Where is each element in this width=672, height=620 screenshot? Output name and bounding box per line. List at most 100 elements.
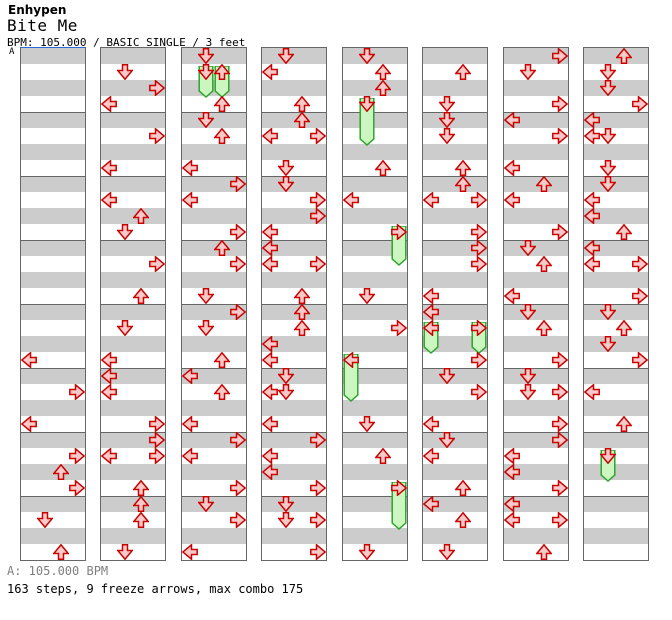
beat-stripe — [343, 112, 407, 128]
arrow-left-icon — [182, 544, 198, 560]
arrow-down-icon — [37, 512, 53, 528]
beat-stripe — [182, 272, 246, 288]
arrow-down-icon — [520, 240, 536, 256]
arrow-left-icon — [262, 352, 278, 368]
arrow-down-icon — [117, 544, 133, 560]
beat-stripe — [423, 304, 487, 320]
arrow-left-icon — [182, 160, 198, 176]
arrow-left-icon — [584, 112, 600, 128]
beat-stripe — [423, 368, 487, 384]
arrow-down-icon — [520, 64, 536, 80]
arrow-up-icon — [133, 512, 149, 528]
beat-stripe — [423, 496, 487, 512]
arrow-right-icon — [552, 432, 568, 448]
arrow-right-icon — [149, 448, 165, 464]
beat-stripe — [423, 272, 487, 288]
beat-stripe — [584, 144, 648, 160]
measure-line — [584, 240, 648, 241]
arrow-left-icon — [423, 496, 439, 512]
chart-column — [342, 47, 408, 561]
beat-stripe — [21, 528, 85, 544]
measure-line — [504, 176, 568, 177]
footer-stats-line: 163 steps, 9 freeze arrows, max combo 17… — [7, 582, 304, 596]
beat-stripe — [21, 176, 85, 192]
beat-stripe — [182, 464, 246, 480]
arrow-right-icon — [310, 256, 326, 272]
freeze-arrow-body — [391, 482, 407, 530]
beat-stripe — [423, 48, 487, 64]
arrow-right-icon — [149, 416, 165, 432]
arrow-down-icon — [439, 96, 455, 112]
beat-stripe — [101, 48, 165, 64]
arrow-up-icon — [294, 112, 310, 128]
arrow-down-icon — [600, 336, 616, 352]
beat-stripe — [504, 176, 568, 192]
measure-line — [504, 112, 568, 113]
song-title: Bite Me — [7, 16, 78, 35]
arrow-up-icon — [375, 448, 391, 464]
beat-stripe — [584, 272, 648, 288]
beat-stripe — [21, 368, 85, 384]
arrow-right-icon — [391, 480, 407, 496]
measure-line — [21, 112, 85, 113]
beat-stripe — [423, 464, 487, 480]
measure-line — [343, 496, 407, 497]
arrow-up-icon — [214, 128, 230, 144]
arrow-up-icon — [616, 416, 632, 432]
measure-line — [423, 368, 487, 369]
arrow-up-icon — [455, 160, 471, 176]
arrow-right-icon — [632, 256, 648, 272]
artist-name: Enhypen — [8, 3, 67, 17]
chart-column — [20, 47, 86, 561]
beat-stripe — [101, 464, 165, 480]
beat-stripe — [101, 496, 165, 512]
arrow-left-icon — [101, 160, 117, 176]
arrow-down-icon — [439, 432, 455, 448]
beat-stripe — [343, 240, 407, 256]
beat-stripe — [21, 208, 85, 224]
beat-stripe — [584, 240, 648, 256]
measure-line — [343, 304, 407, 305]
beat-stripe — [262, 304, 326, 320]
measure-line — [262, 496, 326, 497]
beat-stripe — [262, 112, 326, 128]
arrow-down-icon — [600, 448, 616, 464]
freeze-arrow-body — [359, 98, 375, 146]
beat-stripe — [504, 144, 568, 160]
beat-stripe — [504, 400, 568, 416]
arrow-left-icon — [343, 352, 359, 368]
arrow-right-icon — [230, 512, 246, 528]
beat-stripe — [262, 464, 326, 480]
arrow-down-icon — [278, 48, 294, 64]
arrow-down-icon — [359, 416, 375, 432]
arrow-left-icon — [101, 384, 117, 400]
arrow-left-icon — [504, 496, 520, 512]
arrow-right-icon — [552, 128, 568, 144]
measure-line — [21, 304, 85, 305]
measure-line — [182, 176, 246, 177]
arrow-down-icon — [359, 288, 375, 304]
footer-bpm-line: A: 105.000 BPM — [7, 564, 109, 578]
beat-stripe — [504, 528, 568, 544]
arrow-down-icon — [198, 496, 214, 512]
arrow-up-icon — [375, 160, 391, 176]
beat-stripe — [343, 336, 407, 352]
beat-stripe — [21, 496, 85, 512]
beat-stripe — [423, 80, 487, 96]
arrow-down-icon — [278, 384, 294, 400]
arrow-right-icon — [149, 432, 165, 448]
arrow-left-icon — [504, 112, 520, 128]
arrow-right-icon — [552, 480, 568, 496]
measure-line — [504, 304, 568, 305]
arrow-left-icon — [504, 288, 520, 304]
measure-line — [584, 368, 648, 369]
measure-line — [101, 112, 165, 113]
beat-stripe — [182, 400, 246, 416]
arrow-left-icon — [584, 128, 600, 144]
arrow-down-icon — [278, 176, 294, 192]
arrow-down-icon — [600, 80, 616, 96]
chart-column — [181, 47, 247, 561]
beat-stripe — [423, 208, 487, 224]
beat-stripe — [504, 208, 568, 224]
arrow-up-icon — [536, 176, 552, 192]
